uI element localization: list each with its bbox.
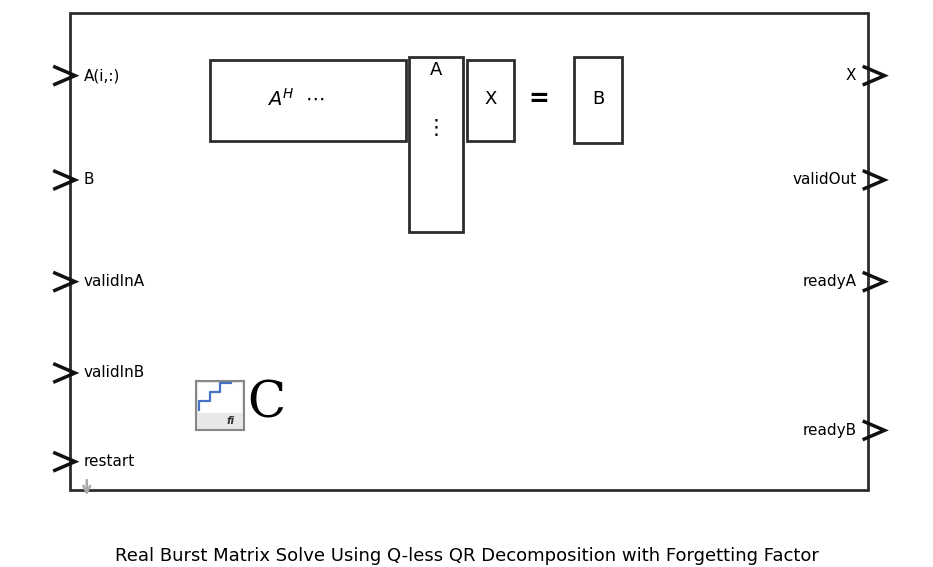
- Text: C: C: [247, 379, 285, 429]
- Text: B: B: [84, 172, 94, 188]
- Bar: [199, 383, 242, 413]
- Text: Real Burst Matrix Solve Using Q-less QR Decomposition with Forgetting Factor: Real Burst Matrix Solve Using Q-less QR …: [115, 547, 818, 565]
- Text: restart: restart: [84, 454, 135, 469]
- Text: $A^H$  $\cdots$: $A^H$ $\cdots$: [267, 88, 325, 110]
- Text: X: X: [846, 68, 856, 83]
- Text: ⋮: ⋮: [425, 118, 446, 138]
- Bar: [574, 57, 622, 143]
- Bar: [467, 60, 514, 141]
- Text: A(i,:): A(i,:): [84, 68, 120, 83]
- Text: B: B: [592, 90, 605, 108]
- Text: fi: fi: [227, 416, 235, 426]
- Bar: [210, 60, 406, 141]
- Text: A: A: [429, 61, 442, 79]
- Bar: [409, 57, 463, 232]
- Text: X: X: [484, 90, 497, 108]
- Text: readyB: readyB: [802, 423, 856, 438]
- Text: validOut: validOut: [792, 172, 856, 188]
- Text: validInA: validInA: [84, 274, 146, 289]
- Bar: [196, 381, 244, 430]
- Bar: [70, 13, 868, 490]
- Text: validInB: validInB: [84, 366, 146, 380]
- Text: readyA: readyA: [802, 274, 856, 289]
- Text: =: =: [529, 87, 550, 111]
